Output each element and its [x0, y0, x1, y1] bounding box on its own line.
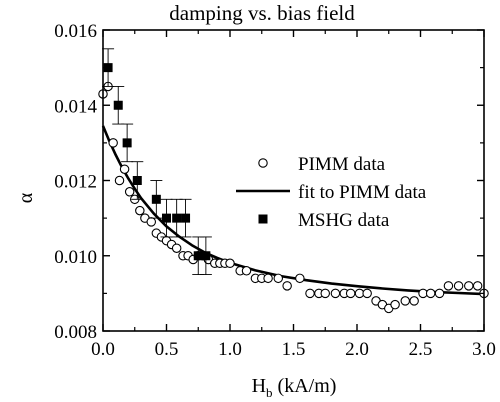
x-tick-label: 2.5: [409, 339, 433, 360]
x-axis-label-unit: (kA/m): [273, 375, 337, 397]
y-tick-label: 0.014: [54, 96, 97, 117]
pimm-point: [108, 138, 118, 148]
y-axis-label: α: [15, 192, 37, 203]
x-tick-label: 3.0: [472, 339, 496, 360]
mshg-point: [132, 176, 142, 185]
pimm-point: [345, 288, 356, 299]
pimm-point: [225, 258, 235, 269]
pimm-point: [273, 273, 284, 284]
y-tick-label: 0.012: [54, 172, 97, 193]
pimm-point: [295, 273, 305, 284]
legend-mshg-label: MSHG data: [298, 210, 390, 231]
plot-frame: [102, 29, 485, 332]
mshg-point: [103, 63, 113, 73]
mshg-point: [113, 100, 123, 110]
x-tick-label: 0.0: [91, 339, 115, 360]
pimm-point: [434, 288, 445, 299]
fit-series: [101, 125, 485, 296]
pimm-point: [390, 299, 400, 310]
pimm-point: [472, 281, 483, 291]
pimm-point: [263, 273, 273, 284]
mshg-point: [151, 194, 161, 204]
pimm-point: [425, 288, 436, 299]
pimm-point: [464, 281, 474, 291]
legend-pimm-marker: [258, 158, 268, 168]
pimm-point: [282, 281, 292, 291]
legend: PIMM data fit to PIMM data MSHG data: [236, 154, 427, 231]
pimm-point: [146, 217, 157, 227]
legend-mshg-marker: [258, 214, 268, 224]
y-tick-label: 0.008: [54, 322, 97, 343]
pimm-point: [171, 243, 182, 253]
pimm-point: [409, 296, 419, 306]
mshg-series: [102, 48, 212, 276]
mshg-point: [193, 251, 203, 261]
pimm-point: [305, 288, 315, 299]
pimm-point: [320, 288, 330, 299]
pimm-point: [119, 164, 130, 174]
fit-line: [101, 125, 485, 296]
mshg-point: [162, 213, 171, 223]
mshg-point: [122, 138, 132, 148]
x-axis-label-sub: b: [266, 385, 273, 400]
pimm-point: [330, 288, 341, 299]
chart-title: damping vs. bias field: [169, 1, 355, 25]
x-tick-label: 2.0: [345, 339, 369, 360]
mshg-point: [172, 213, 182, 223]
pimm-point: [453, 281, 464, 291]
x-axis-label-main: H: [252, 375, 266, 397]
x-tick-label: 1.5: [282, 339, 306, 360]
x-tick-label: 1.0: [218, 339, 242, 360]
pimm-point: [400, 296, 411, 306]
pimm-point: [241, 266, 252, 276]
mshg-point: [201, 251, 211, 261]
pimm-point: [362, 288, 372, 299]
legend-pimm-label: PIMM data: [298, 154, 386, 175]
legend-fit-label: fit to PIMM data: [298, 182, 427, 203]
pimm-point: [114, 175, 125, 186]
y-tick-label: 0.010: [54, 247, 97, 268]
pimm-point: [135, 205, 145, 216]
x-axis-label: Hb (kA/m): [252, 375, 337, 400]
y-tick-label: 0.016: [54, 21, 97, 42]
axis-ticks: 0.0 0.5 1.0 1.5 2.0 2.5 3.0 0.008 0.010 0.012 0.01…: [54, 21, 496, 360]
pimm-point: [443, 281, 454, 291]
x-tick-label: 0.5: [155, 339, 179, 360]
pimm-point: [124, 187, 135, 197]
mshg-point: [181, 213, 191, 223]
